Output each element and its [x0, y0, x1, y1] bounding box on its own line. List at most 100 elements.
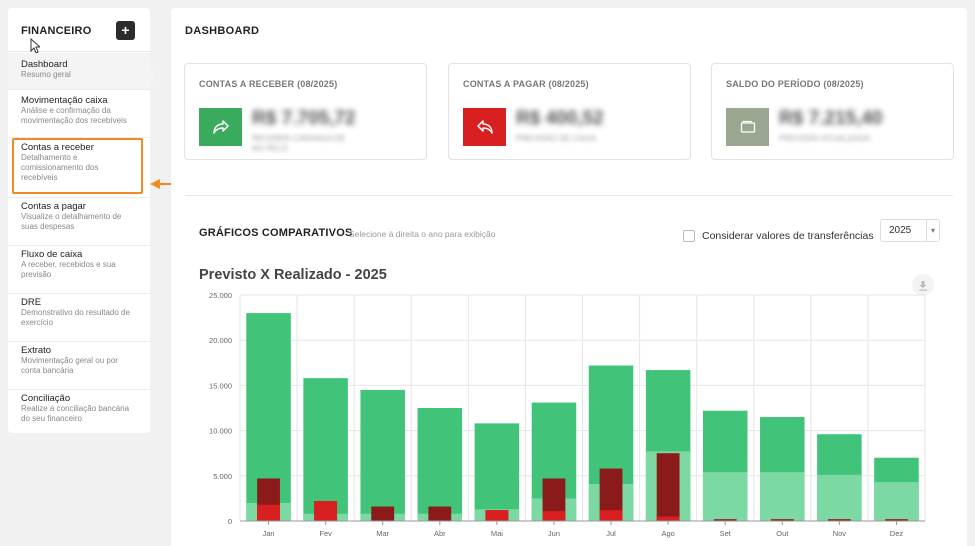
sidebar-item-desc: Análise e confirmação da movimentação do…: [21, 106, 127, 125]
card-value: R$ 400,52: [516, 108, 604, 129]
wallet-icon: [726, 108, 769, 146]
bar-jul: [599, 468, 623, 521]
bar-dez: [885, 519, 908, 521]
card-subtitle: PREVISÃO ATUALIZADA: [779, 134, 871, 143]
sidebar-item-label: Contas a pagar: [21, 201, 86, 212]
transfer-checkbox[interactable]: [683, 230, 695, 242]
section-divider: [185, 195, 953, 196]
bar-mai: [474, 423, 520, 521]
x-tick-label: Nov: [833, 529, 847, 538]
card-subtitle: PREVISÃO DE CAIXA: [516, 134, 597, 143]
share-arrow-icon: [199, 108, 242, 146]
transfer-checkbox-label[interactable]: Considerar valores de transferências: [702, 230, 874, 242]
bar-ago: [656, 453, 680, 521]
sidebar-item-label: Contas a receber: [21, 142, 94, 153]
card-value: R$ 7.215,40: [779, 108, 883, 129]
sidebar-item-label: Fluxo de caixa: [21, 249, 83, 260]
y-tick-label: 25.000: [209, 291, 232, 300]
sidebar-item-conciliacao[interactable]: Conciliação Realize a conciliação bancár…: [8, 390, 150, 433]
y-tick-label: 20.000: [209, 336, 232, 345]
bar-mar: [371, 506, 395, 521]
x-tick-label: Jul: [606, 529, 616, 538]
card-saldo-do-periodo[interactable]: SALDO DO PERÍODO (08/2025) R$ 7.215,40 P…: [711, 63, 954, 160]
chart-title: Previsto X Realizado - 2025: [199, 267, 387, 283]
card-title: CONTAS A RECEBER (08/2025): [199, 79, 338, 89]
year-select[interactable]: 2025 ▾: [880, 219, 940, 242]
sidebar-item-extrato[interactable]: Extrato Movimentação geral ou por conta …: [8, 342, 150, 390]
bar-mar: [360, 389, 405, 521]
y-tick-label: 0: [228, 517, 232, 526]
bar-fev: [303, 378, 348, 521]
bar-out: [760, 472, 805, 521]
year-select-value: 2025: [889, 225, 912, 236]
sidebar-item-dre[interactable]: DRE Demonstrativo do resultado de exercí…: [8, 294, 150, 342]
sidebar-item-desc: Visualize o detalhamento de suas despesa…: [21, 212, 122, 231]
sidebar-item-contas-a-pagar[interactable]: Contas a pagar Visualize o detalhamento …: [8, 198, 150, 246]
sidebar-item-label: Movimentação caixa: [21, 95, 108, 106]
x-tick-label: Mai: [491, 529, 503, 538]
sidebar-item-desc: Movimentação geral ou por conta bancária: [21, 356, 118, 375]
sidebar-item-contas-a-receber[interactable]: Contas a receber Detalhamento e comissio…: [8, 138, 150, 198]
section-hint: Selecione à direita o ano para exibição: [349, 229, 496, 239]
reply-arrow-icon: [463, 108, 506, 146]
card-title: SALDO DO PERÍODO (08/2025): [726, 79, 864, 89]
bar-dez: [874, 482, 919, 521]
bar-abr: [417, 408, 463, 521]
x-tick-label: Jan: [262, 529, 274, 538]
x-tick-label: Jun: [548, 529, 560, 538]
mouse-cursor-icon: [30, 38, 40, 54]
sidebar-item-desc: Demonstrativo do resultado de exercício: [21, 308, 130, 327]
section-title: GRÁFICOS COMPARATIVOS: [199, 227, 353, 239]
sidebar-item-label: Extrato: [21, 345, 52, 356]
y-tick-label: 15.000: [209, 381, 232, 390]
sidebar-item-desc: Resumo geral: [21, 70, 71, 79]
x-tick-label: Mar: [376, 529, 389, 538]
bar-mai: [485, 510, 509, 521]
bar-set: [702, 472, 748, 521]
y-tick-label: 10.000: [209, 427, 232, 436]
bar-out: [770, 519, 794, 521]
sidebar-item-movimentacao-caixa[interactable]: Movimentação caixa Análise e confirmação…: [8, 90, 150, 138]
sidebar-header: FINANCEIRO +: [8, 8, 150, 54]
sidebar-item-desc: A receber, recebidos e sua previsão: [21, 260, 116, 279]
bar-ago: [656, 516, 680, 521]
x-tick-label: Out: [776, 529, 789, 538]
bar-jan: [257, 504, 280, 521]
x-tick-label: Set: [720, 529, 732, 538]
sidebar-item-dashboard[interactable]: Dashboard Resumo geral: [8, 53, 156, 90]
chevron-down-icon: ▾: [926, 220, 939, 241]
add-button[interactable]: +: [116, 21, 135, 40]
sidebar-item-label: Dashboard: [21, 59, 68, 70]
card-title: CONTAS A PAGAR (08/2025): [463, 79, 589, 89]
sidebar-item-desc: Detalhamento e comissionamento dos receb…: [21, 153, 99, 182]
bar-chart: 0 5.000 10.000 15.000 20.000 25.000 Jan Fev Mar A…: [209, 291, 926, 538]
bar-jun: [542, 511, 566, 521]
y-tick-label: 5.000: [213, 472, 232, 481]
active-indicator: [150, 68, 156, 84]
bar-nov: [827, 519, 851, 521]
card-subtitle: RECEBER CARANGA DE NO PELO: [252, 134, 346, 153]
main-panel: DASHBOARD CONTAS A RECEBER (08/2025) R$ …: [171, 8, 967, 546]
x-tick-label: Dez: [890, 529, 904, 538]
x-tick-label: Ago: [661, 529, 674, 538]
bar-abr: [428, 506, 452, 521]
bar-fev: [314, 501, 338, 521]
bar-set: [713, 519, 737, 521]
annotation-arrow-head: [150, 179, 160, 189]
card-value: R$ 7.705,72: [252, 108, 356, 129]
card-contas-a-receber[interactable]: CONTAS A RECEBER (08/2025) R$ 7.705,72 R…: [184, 63, 427, 160]
bar-jun: [542, 478, 566, 521]
bar-jul: [599, 510, 623, 521]
x-tick-label: Abr: [434, 529, 446, 538]
sidebar-item-label: DRE: [21, 297, 42, 308]
sidebar-item-fluxo-de-caixa[interactable]: Fluxo de caixa A receber, recebidos e su…: [8, 246, 150, 294]
download-icon: [919, 280, 927, 291]
page-title: DASHBOARD: [185, 25, 260, 37]
sidebar-item-desc: Realize a conciliação bancária do seu fi…: [21, 404, 130, 423]
sidebar: FINANCEIRO + Dashboard Resumo geral Movi…: [8, 8, 156, 433]
bar-nov: [817, 474, 862, 521]
sidebar-item-label: Conciliação: [21, 393, 71, 404]
x-tick-label: Fev: [319, 529, 332, 538]
download-button[interactable]: [912, 274, 934, 296]
card-contas-a-pagar[interactable]: CONTAS A PAGAR (08/2025) R$ 400,52 PREVI…: [448, 63, 691, 160]
